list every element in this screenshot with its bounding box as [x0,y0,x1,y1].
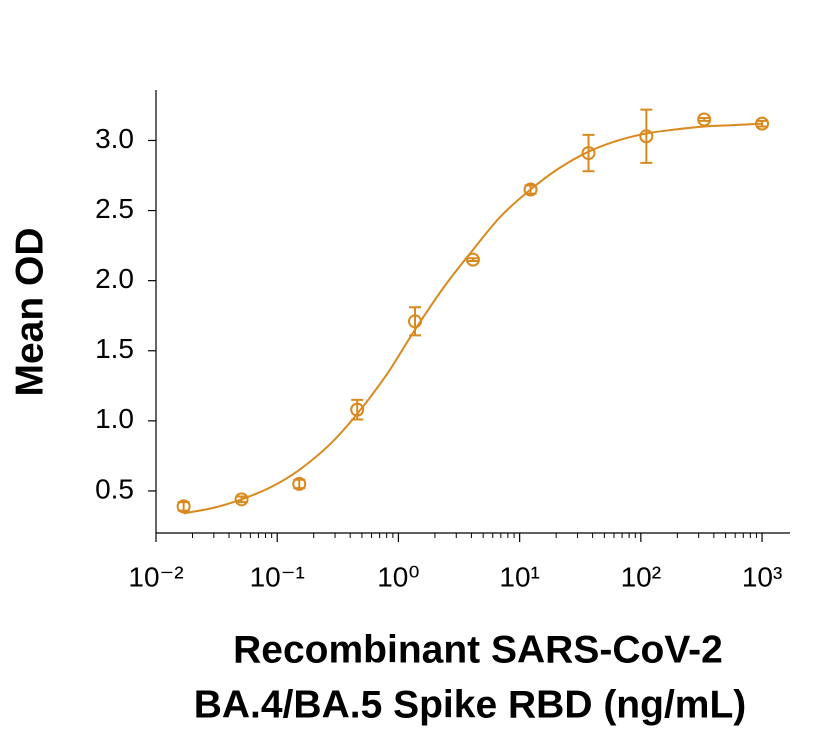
fit-curve [183,122,763,515]
data-point [697,112,712,127]
y-tick-label: 2.0 [95,263,134,294]
x-axis-label: BA.4/BA.5 Spike RBD (ng/mL) [194,683,747,726]
data-point [350,402,365,417]
error-bar [582,133,595,173]
data-point [581,146,596,161]
x-tick-label: 10⁰ [377,561,419,592]
x-tick-label: 10² [621,561,661,592]
data-point [465,252,480,267]
y-tick-label: 0.5 [95,473,134,504]
x-tick-label: 10³ [742,561,782,592]
error-bar [466,257,479,263]
data-point [639,129,654,144]
y-axis-label: Mean OD [8,227,51,396]
error-bar [698,117,711,122]
error-bar [640,108,653,164]
x-tick-label: 10⁻¹ [250,561,305,592]
y-tick-label: 1.0 [95,403,134,434]
data-point [292,476,307,491]
y-tick-label: 3.0 [95,123,134,154]
x-tick-label: 10⁻² [128,561,183,592]
x-tick-label: 10¹ [499,561,539,592]
error-bar [756,119,769,128]
y-tick-label: 1.5 [95,333,134,364]
data-point [523,182,538,197]
y-tick-label: 2.5 [95,193,134,224]
data-point [234,492,249,507]
x-axis-label: Recombinant SARS-CoV-2 [233,628,723,671]
